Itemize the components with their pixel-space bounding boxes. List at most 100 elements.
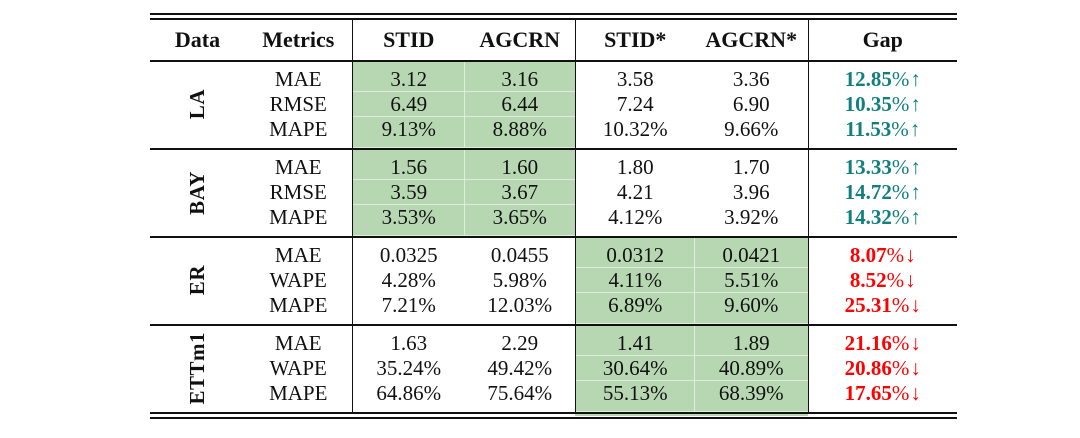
percent-sign: % — [891, 92, 910, 116]
cell-metric: MAPE — [269, 117, 328, 141]
table-row: WAPE 35.24% 49.42% 30.64% 40.89% 20.86%↓ — [150, 356, 957, 381]
cell-gap: 21.16%↓ — [807, 325, 957, 356]
table-row: ER MAE 0.0325 0.0455 0.0312 0.0421 8.07%↓ — [150, 237, 957, 296]
table-row: MAPE 7.21% 12.03% 6.89% 9.60% 25.31%↓ — [150, 293, 957, 325]
arrow-up-icon: ↑ — [910, 92, 921, 116]
cell-value: 5.98% — [492, 268, 547, 292]
cell-value: 3.92% — [724, 205, 779, 229]
cell-value: 3.67 — [465, 180, 575, 205]
percent-sign: % — [891, 293, 910, 317]
gap-value: 17.65 — [844, 381, 892, 405]
cell-value: 3.53% — [351, 205, 465, 237]
cell-value: 75.64% — [487, 381, 553, 405]
table-row: MAPE 9.13% 8.88% 10.32% 9.66% 11.53%↑ — [150, 117, 957, 149]
cell-value: 0.0421 — [695, 237, 808, 268]
cell-value: 7.24 — [574, 92, 695, 117]
cell-value: 4.11% — [574, 268, 695, 293]
header-metrics: Metrics — [262, 27, 335, 52]
table-row: LA MAE 3.12 3.16 3.58 3.36 12.85%↑ — [150, 61, 957, 120]
header-agcrn-star: AGCRN* — [705, 27, 798, 52]
cell-metric: RMSE — [269, 92, 327, 116]
arrow-down-icon: ↓ — [910, 293, 921, 317]
cell-value: 68.39% — [695, 381, 808, 416]
percent-sign: % — [891, 331, 910, 355]
group-label-text: ETTm1 — [185, 332, 209, 405]
group-label: BAY — [150, 149, 245, 237]
percent-sign: % — [886, 243, 905, 267]
table-row: RMSE 3.59 3.67 4.21 3.96 14.72%↑ — [150, 180, 957, 205]
arrow-down-icon: ↓ — [910, 356, 921, 380]
group-label: ETTm1 — [150, 325, 245, 416]
cell-gap: 14.72%↑ — [807, 180, 957, 205]
cell-gap: 10.35%↑ — [807, 92, 957, 117]
cell-value: 35.24% — [351, 356, 465, 381]
cell-value: 0.0455 — [490, 243, 549, 267]
cell-metric: RMSE — [269, 180, 327, 204]
cell-value: 3.36 — [732, 67, 770, 91]
arrow-up-icon: ↑ — [909, 117, 921, 141]
cell-gap: 25.31%↓ — [807, 293, 957, 325]
header-gap: Gap — [807, 16, 957, 61]
cell-metric: MAE — [274, 243, 322, 267]
gap-value: 11.53 — [845, 117, 892, 141]
percent-sign: % — [891, 381, 910, 405]
cell-value: 1.56 — [351, 149, 465, 180]
cell-value: 6.49 — [351, 92, 465, 117]
group-la: LA MAE 3.12 3.16 3.58 3.36 12.85%↑ RMSE 6.49 6.44… — [150, 61, 957, 149]
cell-value: 1.70 — [732, 155, 770, 179]
cell-metric: MAPE — [269, 293, 328, 317]
cell-gap: 8.52%↓ — [807, 268, 957, 293]
header-stid-star: STID* — [574, 16, 695, 61]
table-row: WAPE 4.28% 5.98% 4.11% 5.51% 8.52%↓ — [150, 268, 957, 293]
group-label: ER — [150, 237, 245, 325]
group-label-text: LA — [185, 89, 209, 120]
cell-value: 6.44 — [465, 92, 575, 117]
cell-value: 3.59 — [351, 180, 465, 205]
cell-value: 4.28% — [351, 268, 465, 293]
cell-metric: MAPE — [269, 205, 328, 229]
cell-value: 9.60% — [695, 293, 808, 325]
gap-value: 12.85 — [844, 67, 892, 91]
cell-value: 6.90 — [732, 92, 770, 116]
cell-value: 8.88% — [465, 117, 575, 149]
arrow-down-icon: ↓ — [910, 381, 921, 405]
table-row: MAPE 3.53% 3.65% 4.12% 3.92% 14.32%↑ — [150, 205, 957, 237]
arrow-up-icon: ↑ — [910, 67, 921, 91]
header-data: Data — [174, 27, 221, 52]
cell-value: 9.66% — [724, 117, 779, 141]
cell-value: 2.29 — [501, 331, 539, 355]
cell-value: 1.60 — [465, 149, 575, 180]
header-stid: STID — [351, 16, 465, 61]
arrow-up-icon: ↑ — [910, 180, 921, 204]
group-label-text: BAY — [185, 170, 209, 215]
percent-sign: % — [891, 155, 910, 179]
cell-value: 1.41 — [574, 325, 695, 356]
arrow-up-icon: ↑ — [910, 205, 921, 229]
results-table: Data Metrics STID AGCRN STID* AGCRN* Gap… — [150, 13, 957, 419]
cell-value: 3.12 — [351, 61, 465, 92]
cell-value: 1.63 — [351, 325, 465, 356]
gap-value: 8.52 — [849, 268, 887, 292]
cell-gap: 11.53%↑ — [807, 117, 957, 149]
gap-value: 20.86 — [844, 356, 892, 380]
table-row: MAPE 64.86% 75.64% 55.13% 68.39% 17.65%↓ — [150, 381, 957, 416]
percent-sign: % — [886, 268, 905, 292]
cell-metric: MAPE — [269, 381, 328, 405]
cell-value: 4.21 — [574, 180, 695, 205]
cell-gap: 14.32%↑ — [807, 205, 957, 237]
gap-value: 10.35 — [844, 92, 892, 116]
header-row: Data Metrics STID AGCRN STID* AGCRN* Gap — [150, 16, 957, 61]
arrow-down-icon: ↓ — [905, 268, 916, 292]
gap-value: 8.07 — [849, 243, 887, 267]
cell-value: 3.58 — [574, 61, 695, 92]
cell-value: 6.89% — [574, 293, 695, 325]
cell-value: 40.89% — [695, 356, 808, 381]
arrow-up-icon: ↑ — [910, 155, 921, 179]
cell-metric: MAE — [274, 155, 322, 179]
cell-value: 1.89 — [695, 325, 808, 356]
cell-gap: 12.85%↑ — [807, 61, 957, 92]
table-row: RMSE 6.49 6.44 7.24 6.90 10.35%↑ — [150, 92, 957, 117]
gap-value: 13.33 — [844, 155, 892, 179]
gap-value: 14.72 — [844, 180, 892, 204]
header-agcrn: AGCRN — [479, 27, 561, 52]
